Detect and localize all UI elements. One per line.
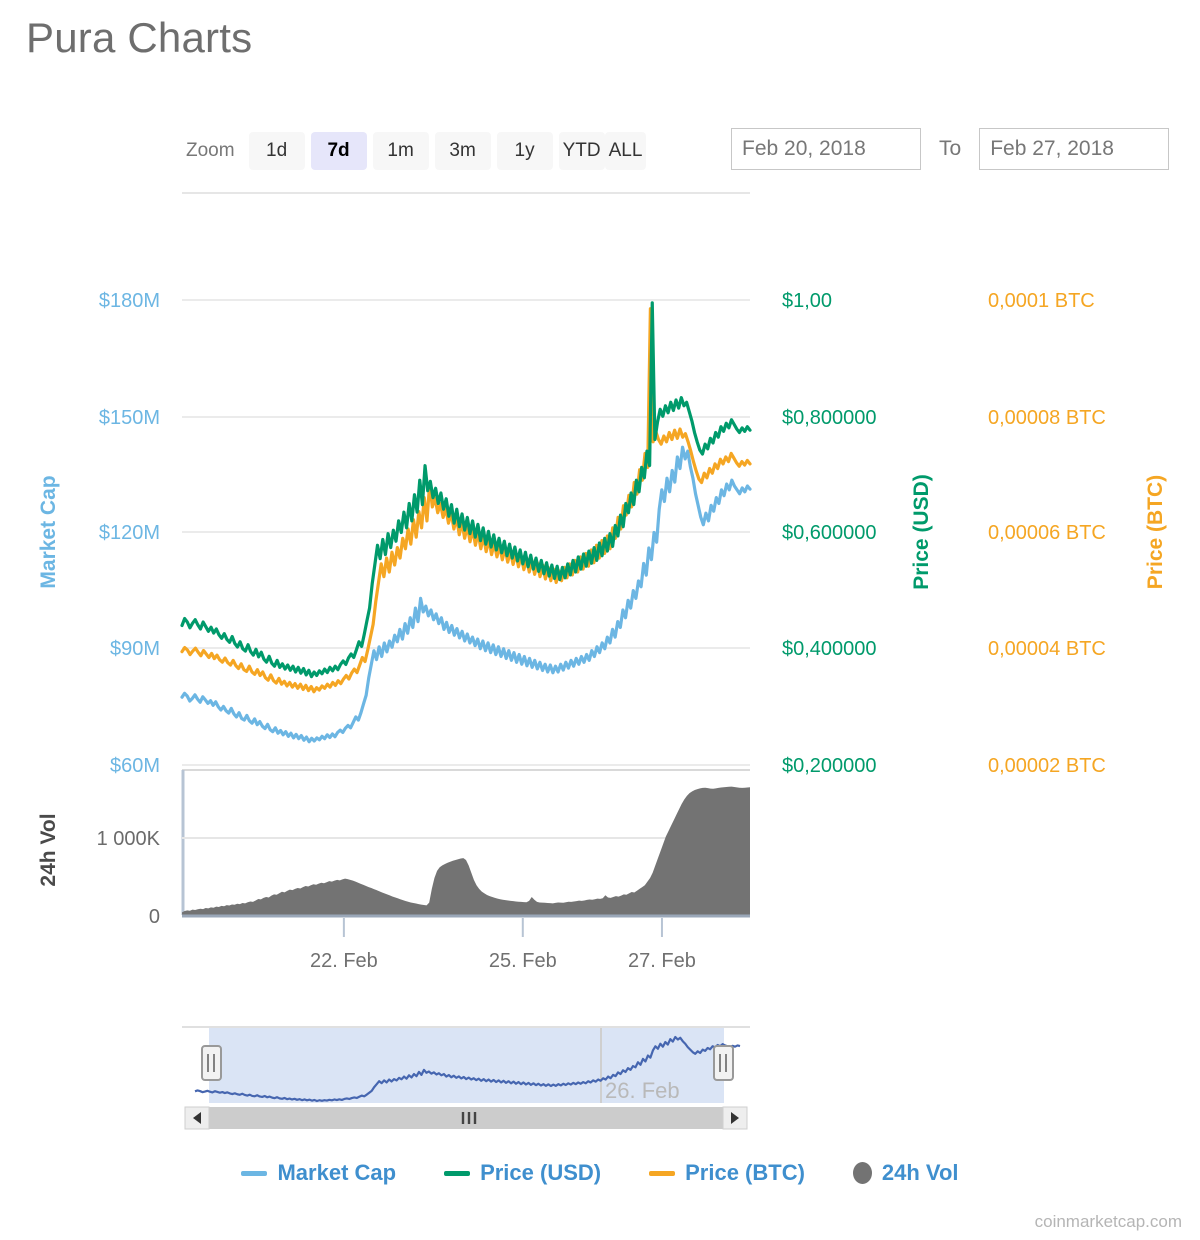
xtick-label-2: 27. Feb — [628, 950, 696, 972]
range-button-all[interactable]: ALL — [604, 132, 647, 170]
legend-item-price-usd[interactable]: Price (USD) — [444, 1160, 601, 1186]
legend-label-price-usd: Price (USD) — [480, 1160, 602, 1185]
ytick-price-usd-0: $1,00 — [782, 290, 832, 312]
to-date-input[interactable]: Feb 27, 2018 — [979, 128, 1170, 170]
axis-title-market-cap: Market Cap — [37, 475, 60, 588]
ytick-price-btc-0: 0,0001 BTC — [988, 290, 1095, 312]
navigator-series-line — [194, 1035, 741, 1103]
series-line-market-cap[interactable] — [180, 445, 752, 744]
navigator-handle-right[interactable] — [713, 1045, 734, 1081]
ytick-market-cap-4: $60M — [110, 755, 160, 777]
ytick-price-btc-4: 0,00002 BTC — [988, 755, 1106, 777]
navigator-selected-range[interactable] — [209, 1028, 724, 1103]
range-button-1y[interactable]: 1y — [496, 132, 553, 170]
triangle-left-icon[interactable] — [193, 1112, 201, 1124]
scrollbar-track[interactable] — [185, 1107, 747, 1129]
range-button-1m[interactable]: 1m — [372, 132, 429, 170]
navigator-svg: 26. Feb — [182, 1026, 750, 1130]
legend-swatch-24h-vol — [852, 1162, 872, 1184]
ytick-24h-vol-0: 1 000K — [97, 828, 161, 850]
ytick-price-btc-2: 0,00006 BTC — [988, 522, 1106, 544]
from-date-input[interactable]: Feb 20, 2018 — [731, 128, 921, 170]
axis-title-price-btc: Price (BTC) — [1144, 475, 1167, 589]
legend-item-24h-vol[interactable]: 24h Vol — [852, 1160, 959, 1186]
ytick-price-usd-3: $0,400000 — [782, 638, 877, 660]
main-chart[interactable]: $180M $150M $120M $90M $60M Market Cap $1,00 $0… — [0, 185, 1200, 985]
ytick-market-cap-3: $90M — [110, 638, 160, 660]
range-selector-toolbar: Zoom 1d 7d 1m 3m 1y YTD ALL — [186, 131, 647, 171]
ytick-market-cap-1: $150M — [99, 407, 160, 429]
zoom-label: Zoom — [186, 140, 235, 161]
range-button-1d[interactable]: 1d — [248, 132, 305, 170]
grip-icon[interactable] — [461, 1112, 477, 1124]
legend-item-price-btc[interactable]: Price (BTC) — [649, 1160, 805, 1186]
range-button-ytd[interactable]: YTD — [558, 132, 605, 170]
legend-label-price-btc: Price (BTC) — [685, 1160, 805, 1185]
ytick-price-usd-1: $0,800000 — [782, 407, 877, 429]
axis-title-price-usd: Price (USD) — [910, 474, 933, 590]
axis-labels: $180M $150M $120M $90M $60M Market Cap $1,00 $0… — [37, 290, 1167, 928]
navigator[interactable]: 26. Feb — [0, 1005, 1200, 1135]
ytick-24h-vol-1: 0 — [149, 906, 160, 928]
series-line-price-usd[interactable] — [180, 301, 752, 679]
legend-label-market-cap: Market Cap — [277, 1160, 397, 1185]
range-button-7d[interactable]: 7d — [310, 132, 367, 170]
legend-swatch-market-cap — [241, 1170, 268, 1176]
legend-swatch-price-usd — [444, 1170, 471, 1176]
navigator-date-label: 26. Feb — [605, 1078, 680, 1103]
chart-svg: $180M $150M $120M $90M $60M Market Cap $1,00 $0… — [37, 192, 1167, 972]
page-title: Pura Charts — [26, 14, 253, 61]
axis-title-24h-vol: 24h Vol — [37, 813, 60, 886]
ytick-market-cap-0: $180M — [99, 290, 160, 312]
x-axis-labels: 22. Feb 25. Feb 27. Feb — [310, 918, 696, 972]
chart-legend: Market Cap Price (USD) Price (BTC) 24h V… — [0, 1160, 1200, 1186]
xtick-label-1: 25. Feb — [489, 950, 557, 972]
to-label: To — [939, 137, 962, 160]
ytick-price-btc-1: 0,00008 BTC — [988, 407, 1106, 429]
xtick-label-0: 22. Feb — [310, 950, 378, 972]
range-button-3m[interactable]: 3m — [434, 132, 491, 170]
navigator-scrollbar[interactable] — [184, 1106, 748, 1130]
ytick-price-btc-3: 0,00004 BTC — [988, 638, 1106, 660]
date-range-inputs: Feb 20, 2018 To Feb 27, 2018 — [731, 128, 1170, 170]
ytick-price-usd-2: $0,600000 — [782, 522, 877, 544]
legend-swatch-price-btc — [649, 1170, 676, 1176]
triangle-right-icon[interactable] — [731, 1112, 739, 1124]
ytick-market-cap-2: $120M — [99, 522, 160, 544]
ytick-price-usd-4: $0,200000 — [782, 755, 877, 777]
legend-item-market-cap[interactable]: Market Cap — [241, 1160, 396, 1186]
series-area-24h-vol[interactable] — [182, 786, 750, 916]
legend-label-24h-vol: 24h Vol — [881, 1160, 959, 1185]
watermark: coinmarketcap.com — [1034, 1212, 1182, 1231]
navigator-handle-left[interactable] — [201, 1045, 222, 1081]
